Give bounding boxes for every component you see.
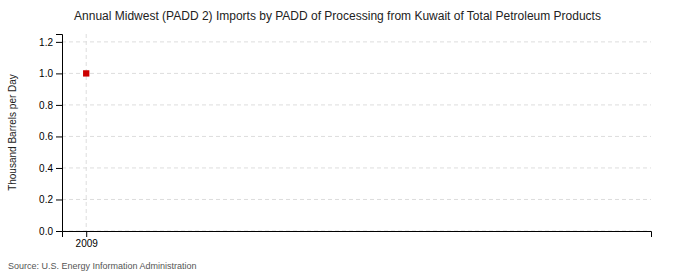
axis-line [63, 232, 652, 238]
tick-mark [56, 231, 62, 232]
y-axis: 0.0 0.2 0.4 0.6 0.8 1.0 1.2 [39, 35, 62, 237]
plot: 2009 0.0 0.2 0.4 0.6 0.8 1.0 1.2 [39, 34, 651, 249]
tick: 0.8 [39, 100, 62, 111]
title: Annual Midwest (PADD 2) Imports by PADD … [74, 9, 601, 23]
point [83, 70, 89, 76]
points [83, 70, 89, 76]
tick-label: 0.4 [39, 163, 53, 174]
tick-mark [56, 42, 62, 43]
tick-mark [56, 136, 62, 137]
tick-mark [56, 105, 62, 106]
grid-line [62, 41, 651, 42]
axis-line [56, 35, 63, 232]
x-axis: 2009 [63, 231, 652, 249]
source: Source: U.S. Energy Information Administ… [8, 261, 197, 271]
grid-line [86, 34, 87, 231]
tick: 2009 [76, 231, 99, 249]
tick: 1.0 [39, 68, 62, 79]
tick-label: 0.8 [39, 100, 53, 111]
grid [62, 34, 651, 231]
y-axis-title: Thousand Barrels per Day [7, 74, 18, 191]
tick: 0.2 [39, 194, 62, 205]
chart: 2009 0.0 0.2 0.4 0.6 0.8 1.0 1.2 Annual Midwest … [0, 0, 675, 275]
grid-line [62, 73, 651, 74]
tick-label: 0.2 [39, 194, 53, 205]
tick-label: 2009 [76, 238, 99, 249]
grid-line [62, 104, 651, 105]
tick: 1.2 [39, 37, 62, 48]
tick-mark [56, 168, 62, 169]
tick-mark [56, 73, 62, 74]
grid-line [62, 167, 651, 168]
grid-line [62, 136, 651, 137]
grid-line [62, 199, 651, 200]
tick-label: 1.0 [39, 68, 53, 79]
tick: 0.0 [39, 226, 62, 237]
tick: 0.4 [39, 163, 62, 174]
tick-mark [56, 199, 62, 200]
tick-label: 0.6 [39, 131, 53, 142]
tick-label: 1.2 [39, 37, 53, 48]
tick-mark [86, 231, 87, 237]
tick-label: 0.0 [39, 226, 53, 237]
tick: 0.6 [39, 131, 62, 142]
